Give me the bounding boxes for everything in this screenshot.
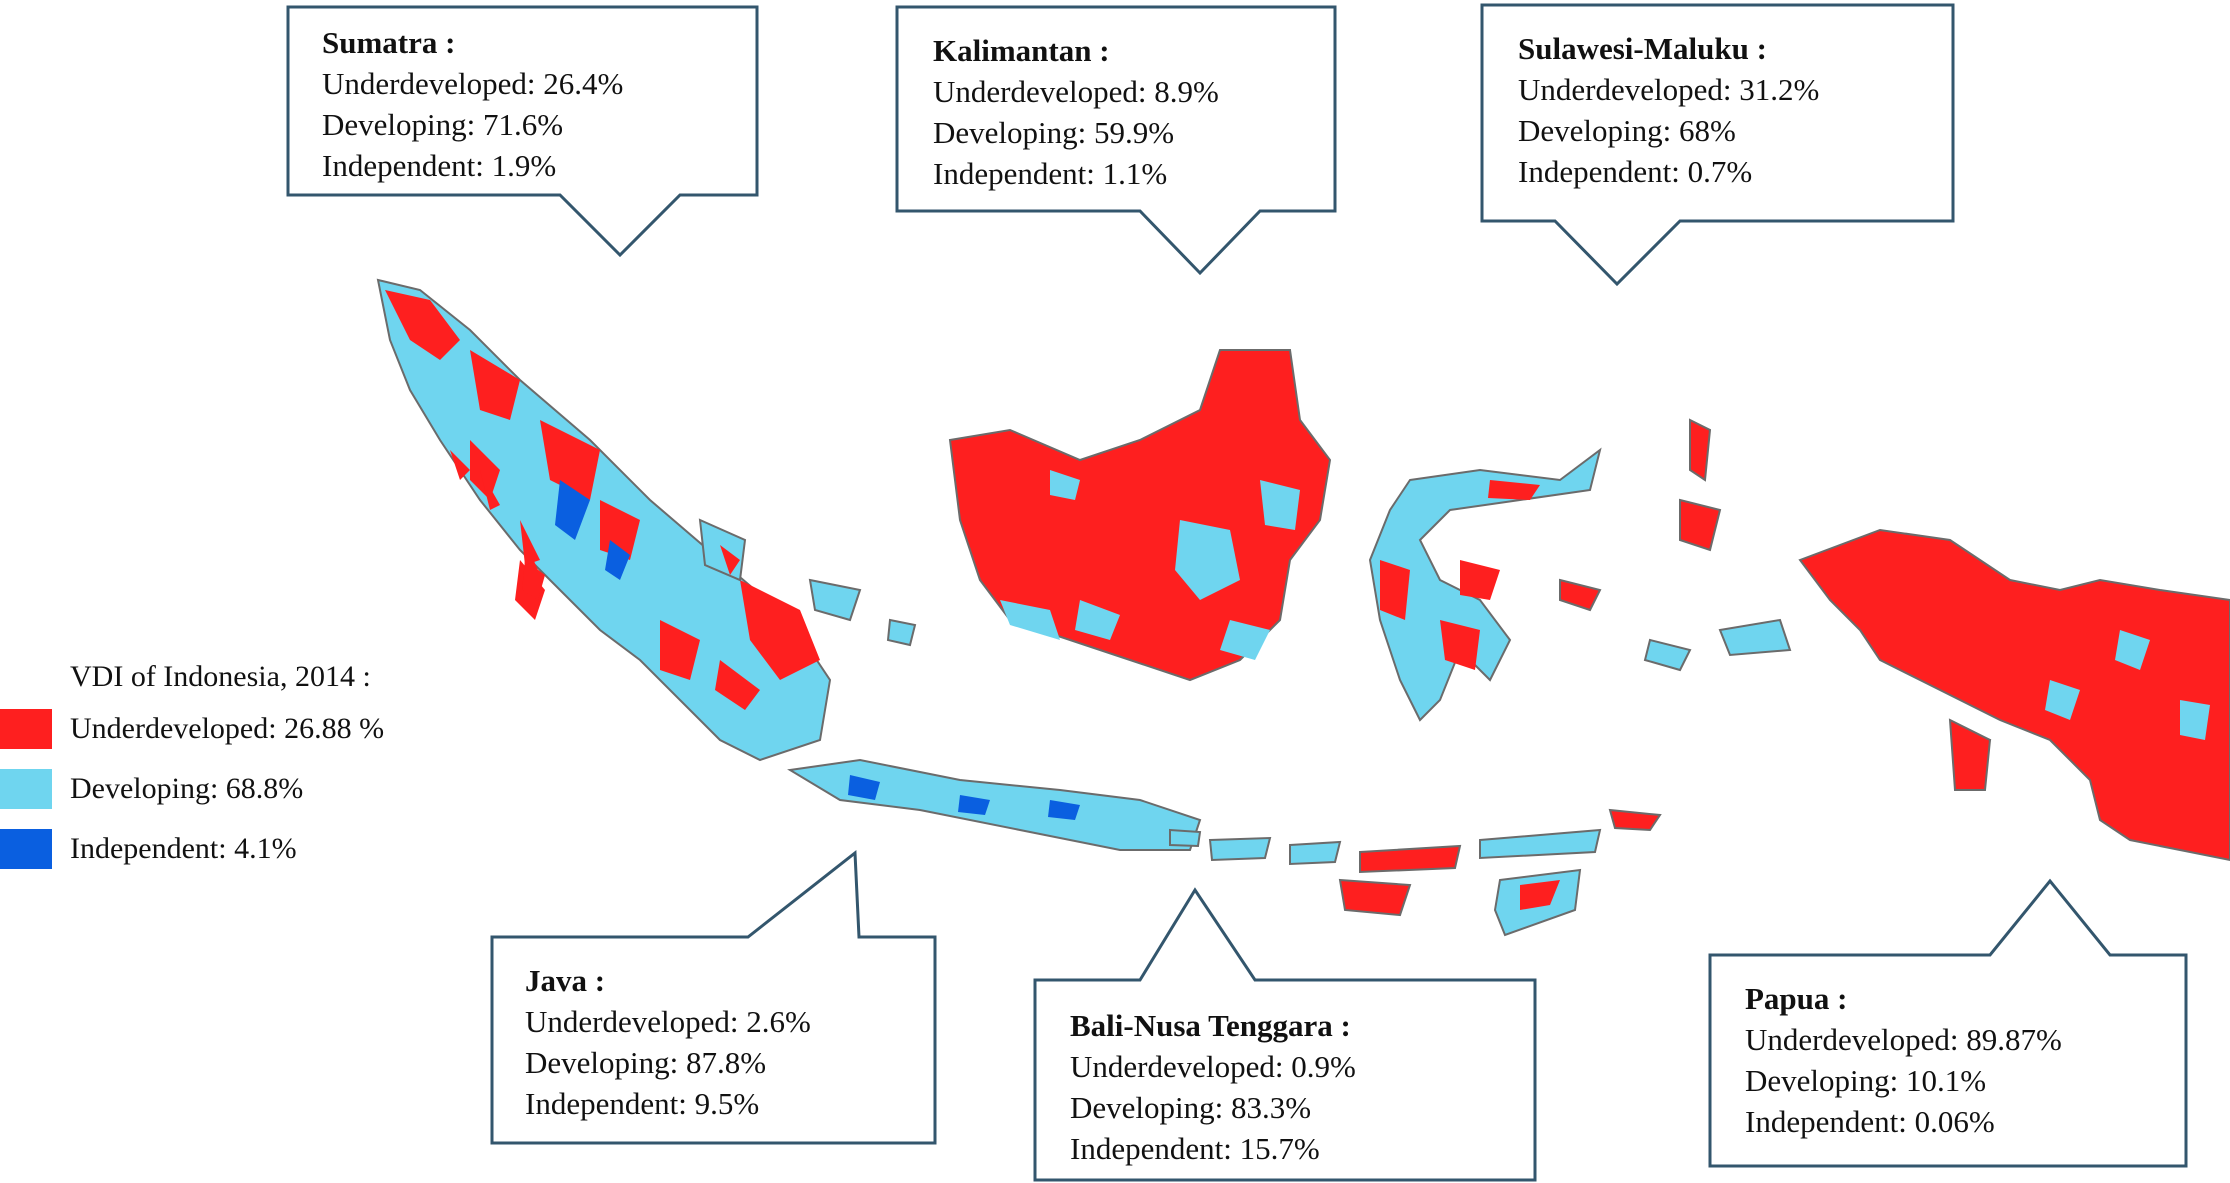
callout-kalimantan-box	[895, 5, 1337, 276]
callout-sulawesi-maluku: Sulawesi-Maluku : Underdeveloped: 31.2% …	[1518, 28, 1819, 192]
island-papua	[1798, 528, 2230, 862]
region-title: Sulawesi-Maluku :	[1518, 31, 1767, 66]
region-title: Sumatra :	[322, 25, 456, 60]
callout-java: Java : Underdeveloped: 2.6% Developing: …	[525, 960, 811, 1124]
legend-title: VDI of Indonesia, 2014 :	[70, 660, 371, 693]
callout-papua-box	[1708, 878, 2188, 1168]
independent-value: Independent: 15.7%	[1070, 1131, 1320, 1166]
underdeveloped-value: Underdeveloped: 26.4%	[322, 66, 624, 101]
region-title: Bali-Nusa Tenggara :	[1070, 1008, 1351, 1043]
legend-swatch-underdeveloped	[0, 709, 52, 749]
island-sulawesi	[1368, 447, 1602, 722]
callout-sulawesi-box	[1480, 3, 1955, 287]
independent-value: Independent: 0.06%	[1745, 1104, 1995, 1139]
legend-label: Independent: 4.1%	[70, 832, 297, 865]
legend-label: Developing: 68.8%	[70, 772, 304, 805]
independent-value: Independent: 1.1%	[933, 156, 1168, 191]
independent-value: Independent: 1.9%	[322, 148, 557, 183]
underdeveloped-value: Underdeveloped: 89.87%	[1745, 1022, 2062, 1057]
developing-value: Developing: 68%	[1518, 113, 1736, 148]
developing-value: Developing: 83.3%	[1070, 1090, 1312, 1125]
callout-sumatra-box	[286, 5, 759, 258]
region-title: Papua :	[1745, 981, 1848, 1016]
callout-sumatra: Sumatra : Underdeveloped: 26.4% Developi…	[322, 22, 623, 186]
legend-label: Underdeveloped: 26.88 %	[70, 712, 385, 745]
callout-bali-box	[1033, 887, 1537, 1182]
islands-bali-nusa-tenggara	[1169, 828, 1602, 937]
island-kalimantan	[948, 349, 1332, 682]
callout-kalimantan: Kalimantan : Underdeveloped: 8.9% Develo…	[933, 30, 1219, 194]
developing-value: Developing: 87.8%	[525, 1045, 767, 1080]
legend-item-developing: Developing: 68.8%	[0, 759, 384, 819]
developing-value: Developing: 59.9%	[933, 115, 1175, 150]
developing-value: Developing: 71.6%	[322, 107, 564, 142]
legend-item-underdeveloped: Underdeveloped: 26.88 %	[0, 699, 384, 759]
region-title: Kalimantan :	[933, 33, 1110, 68]
underdeveloped-value: Underdeveloped: 0.9%	[1070, 1049, 1356, 1084]
island-java	[787, 758, 1202, 851]
legend-swatch-developing	[0, 769, 52, 809]
underdeveloped-value: Underdeveloped: 8.9%	[933, 74, 1219, 109]
independent-value: Independent: 9.5%	[525, 1086, 760, 1121]
independent-value: Independent: 0.7%	[1518, 154, 1753, 189]
region-title: Java :	[525, 963, 606, 998]
underdeveloped-value: Underdeveloped: 31.2%	[1518, 72, 1820, 107]
legend-item-independent: Independent: 4.1%	[0, 819, 384, 879]
callout-papua: Papua : Underdeveloped: 89.87% Developin…	[1745, 978, 2062, 1142]
callout-bali-nusa-tenggara: Bali-Nusa Tenggara : Underdeveloped: 0.9…	[1070, 1005, 1356, 1169]
legend-swatch-independent	[0, 829, 52, 869]
underdeveloped-value: Underdeveloped: 2.6%	[525, 1004, 811, 1039]
developing-value: Developing: 10.1%	[1745, 1063, 1987, 1098]
island-sumatra	[376, 278, 917, 762]
callout-java-box	[490, 850, 937, 1145]
map-legend: VDI of Indonesia, 2014 : Underdeveloped:…	[0, 655, 384, 879]
islands-maluku	[1559, 418, 1792, 832]
